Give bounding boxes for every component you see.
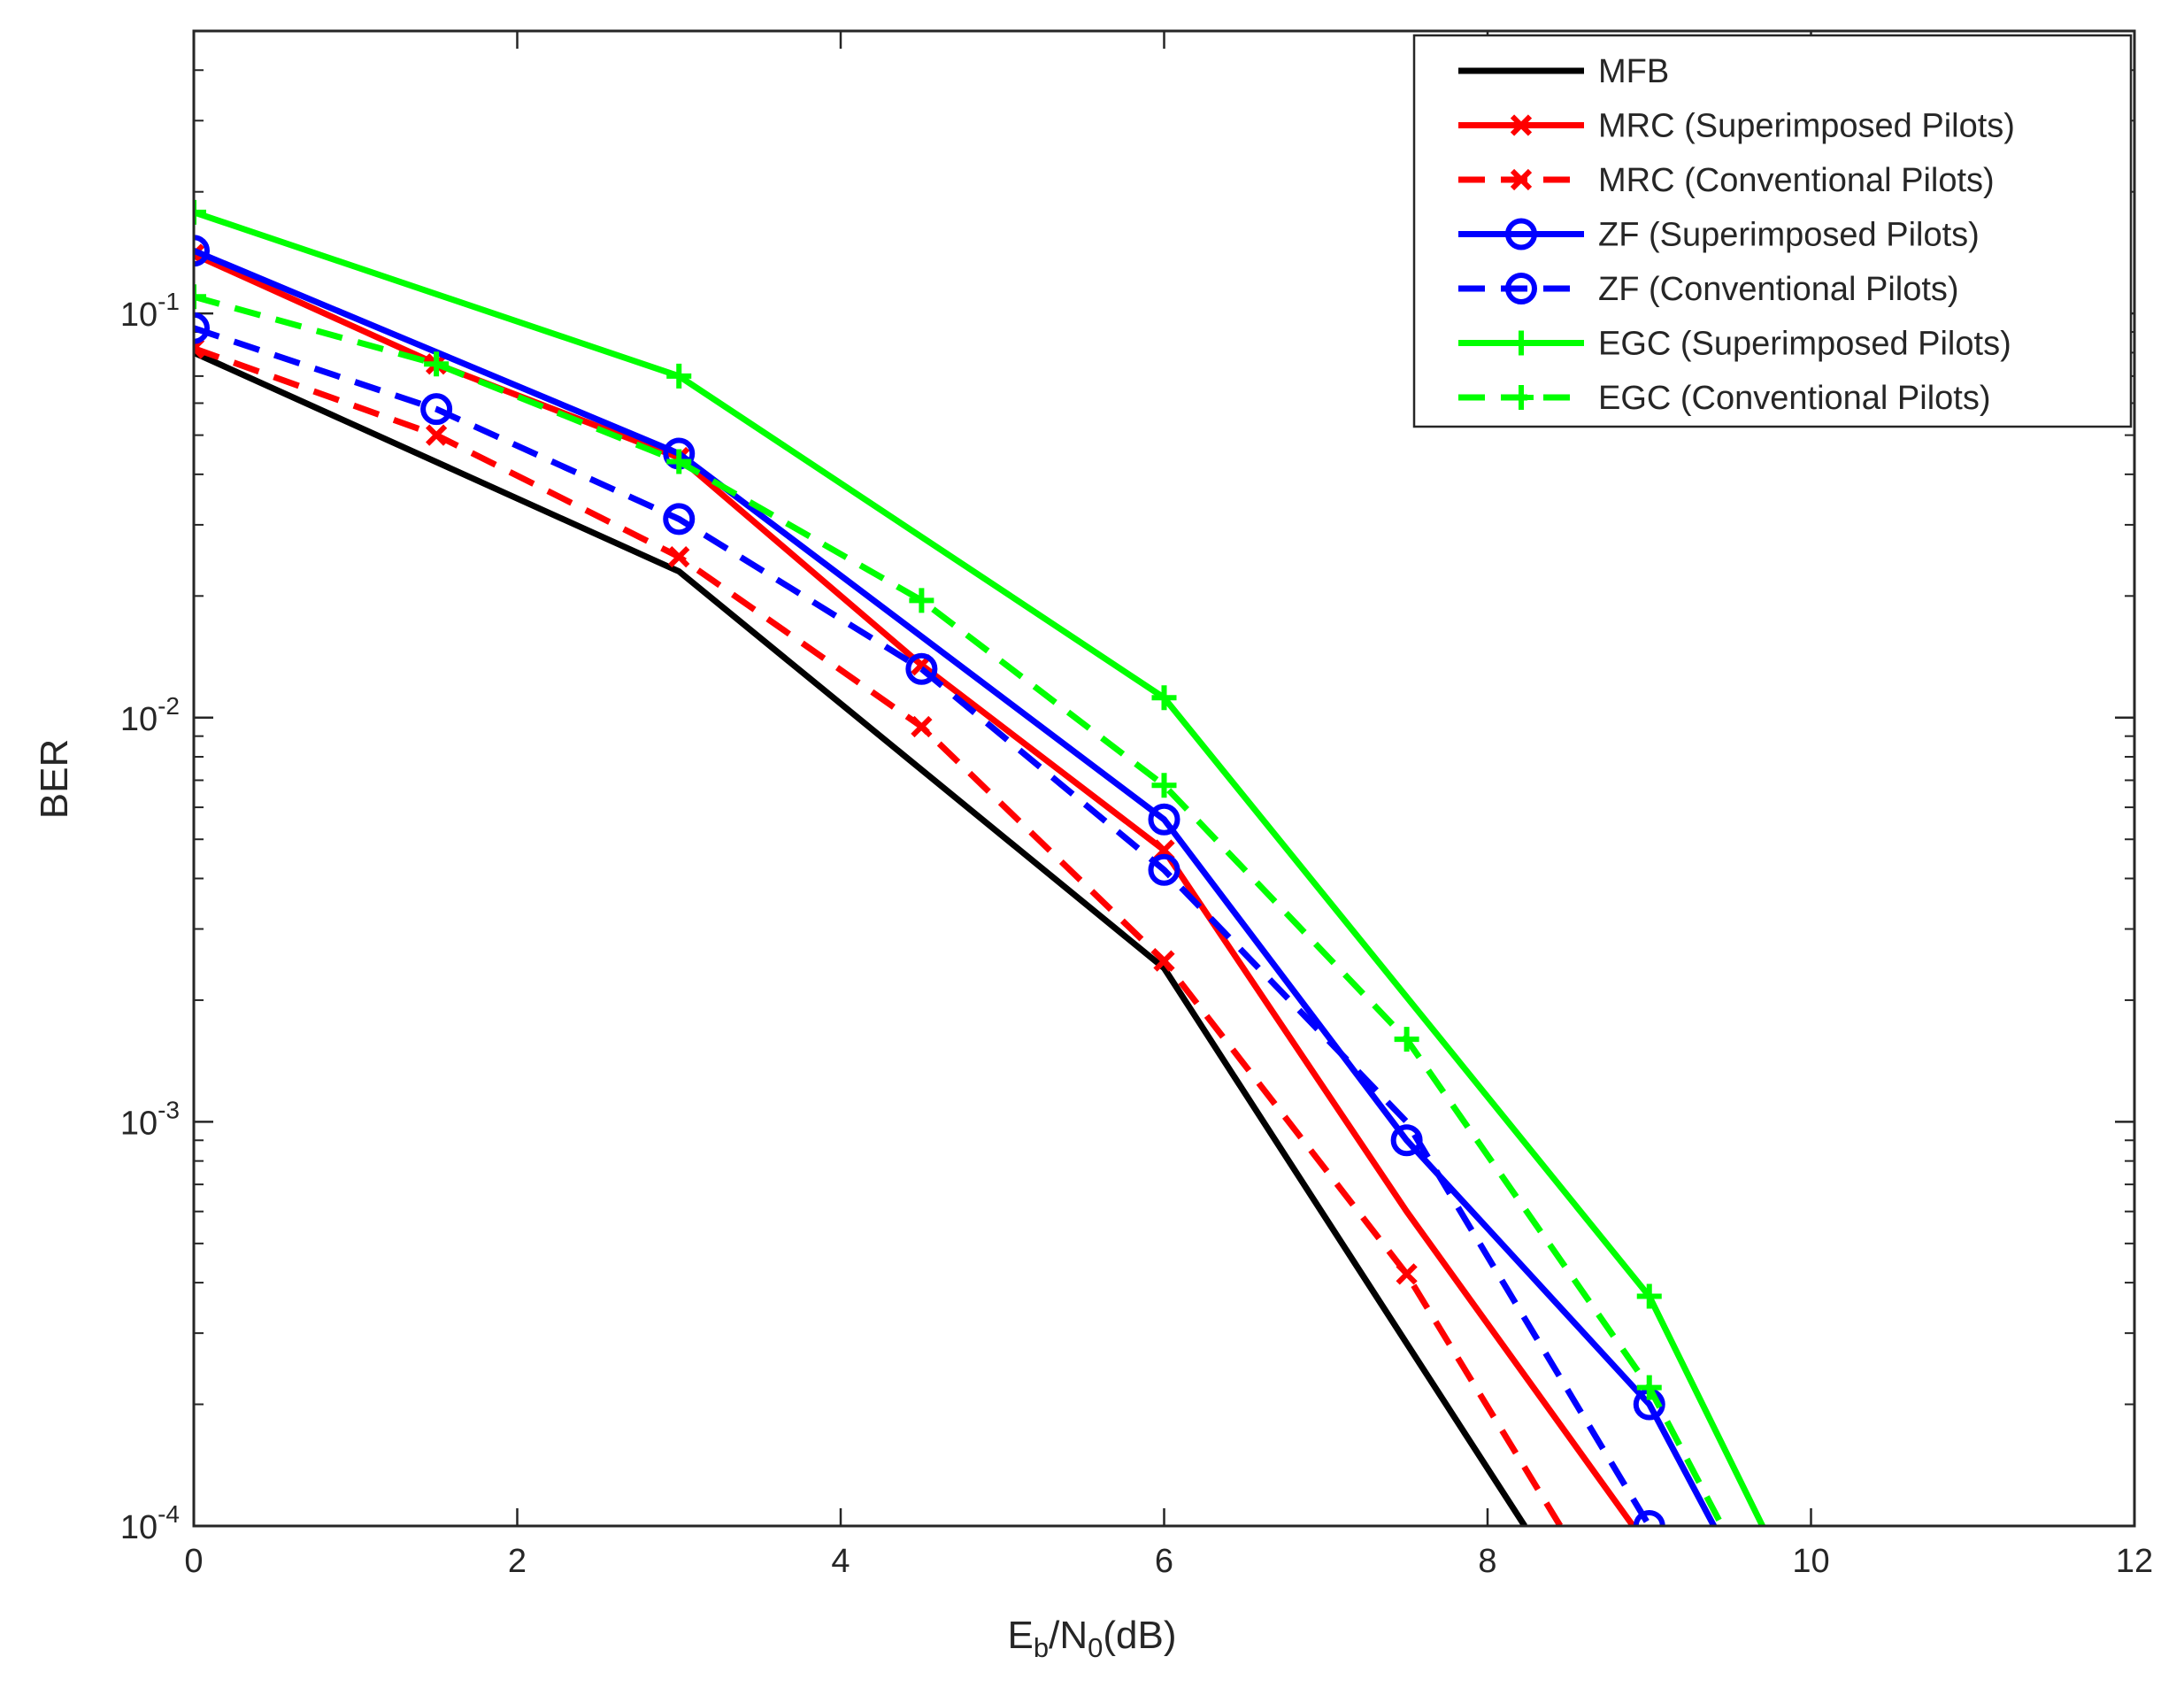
- data-point-plus-marker: [666, 449, 692, 474]
- data-point-circle-marker: [1148, 853, 1180, 886]
- data-point-plus-marker: [194, 199, 206, 225]
- data-point-circle-marker: [1148, 803, 1180, 836]
- x-axis-ticks: 0 2 4 6 8 10 12: [184, 31, 2153, 1580]
- x-tick-label: 8: [1478, 1543, 1496, 1580]
- legend-label: ZF (Superimposed Pilots): [1598, 217, 1980, 254]
- data-point-circle-marker: [420, 393, 453, 426]
- legend-label: EGC (Superimposed Pilots): [1598, 326, 2011, 363]
- legend-label: ZF (Conventional Pilots): [1598, 271, 1959, 308]
- axes-box: [192, 29, 2136, 1528]
- data-point-x-marker: [1510, 114, 1533, 136]
- data-point-circle-marker: [1633, 1510, 1665, 1526]
- legend-item: ZF (Conventional Pilots): [1458, 271, 1959, 308]
- data-point-plus-marker: [194, 284, 206, 310]
- data-point-plus-marker: [424, 351, 450, 377]
- data-point-x-marker: [426, 424, 448, 446]
- series-zf-conventional-pilots: [194, 312, 1665, 1526]
- data-point-plus-marker: [1151, 685, 1177, 711]
- data-point-x-marker: [1510, 168, 1533, 191]
- x-tick-label: 2: [508, 1543, 527, 1580]
- data-point-circle-marker: [1505, 273, 1537, 304]
- y-tick-base: 10: [120, 297, 158, 334]
- x-tick-label: 12: [2116, 1543, 2153, 1580]
- data-point-plus-marker: [1509, 385, 1534, 410]
- series-egc-superimposed-pilots: [194, 199, 1765, 1526]
- legend-item: MRC (Superimposed Pilots): [1458, 108, 2015, 145]
- data-point-x-marker: [1153, 950, 1175, 972]
- data-point-plus-marker: [1636, 1283, 1662, 1309]
- legend-item: EGC (Superimposed Pilots): [1458, 326, 2011, 363]
- x-tick-label: 0: [184, 1543, 203, 1580]
- y-tick-label: 10-1: [120, 288, 180, 334]
- legend-label: MRC (Conventional Pilots): [1598, 162, 1995, 199]
- data-point-x-marker: [911, 715, 933, 738]
- y-tick-base: 10: [120, 701, 158, 738]
- legend-label: EGC (Conventional Pilots): [1598, 380, 1991, 417]
- series-line: [194, 350, 1527, 1526]
- series-mfb: [194, 350, 1527, 1526]
- y-tick-label: 10-4: [120, 1500, 180, 1546]
- legend-item: MRC (Conventional Pilots): [1458, 162, 1995, 199]
- y-tick-exponent: -3: [158, 1096, 180, 1123]
- legend-item: EGC (Conventional Pilots): [1458, 380, 1991, 417]
- series-line: [194, 247, 1717, 1526]
- series-mrc-conventional-pilots: [194, 337, 1564, 1526]
- data-point-plus-marker: [1509, 330, 1534, 356]
- data-point-plus-marker: [1636, 1375, 1662, 1400]
- data-point-circle-marker: [1505, 218, 1537, 250]
- data-point-circle-marker: [194, 312, 210, 344]
- x-tick-label: 4: [831, 1543, 850, 1580]
- data-point-x-marker: [668, 545, 690, 568]
- legend-label: MFB: [1598, 53, 1669, 90]
- series-line: [194, 293, 1726, 1526]
- legend-item: ZF (Superimposed Pilots): [1458, 217, 1980, 254]
- series-zf-superimposed-pilots: [194, 235, 1717, 1526]
- data-point-plus-marker: [666, 363, 692, 389]
- y-tick-label: 10-2: [120, 692, 180, 738]
- x-tick-label: 6: [1155, 1543, 1173, 1580]
- data-point-circle-marker: [194, 235, 210, 267]
- data-point-plus-marker: [909, 588, 934, 613]
- series-egc-conventional-pilots: [194, 284, 1726, 1526]
- series-line: [194, 325, 1652, 1526]
- data-point-circle-marker: [905, 652, 938, 685]
- x-tick-label: 10: [1792, 1543, 1829, 1580]
- data-point-plus-marker: [1394, 1027, 1419, 1052]
- y-axis-ticks: 10-110-210-310-4: [120, 288, 2134, 1546]
- y-tick-exponent: -4: [158, 1500, 180, 1528]
- data-point-circle-marker: [663, 503, 696, 536]
- y-tick-base: 10: [120, 1105, 158, 1142]
- legend: MFB MRC (Superimposed Pilots) MRC (Convent…: [1412, 34, 2133, 428]
- legend-item: MFB: [1458, 53, 1669, 90]
- x-axis-label: Eb/N0(dB): [1008, 1614, 1177, 1663]
- y-tick-label: 10-3: [120, 1096, 180, 1142]
- y-tick-exponent: -1: [158, 288, 180, 315]
- y-tick-exponent: -2: [158, 692, 180, 720]
- data-point-x-marker: [1396, 1263, 1418, 1285]
- y-tick-base: 10: [120, 1509, 158, 1546]
- series-group: [194, 199, 1765, 1526]
- y-axis-label: BER: [33, 739, 76, 819]
- data-point-plus-marker: [1151, 773, 1177, 798]
- legend-label: MRC (Superimposed Pilots): [1598, 108, 2015, 145]
